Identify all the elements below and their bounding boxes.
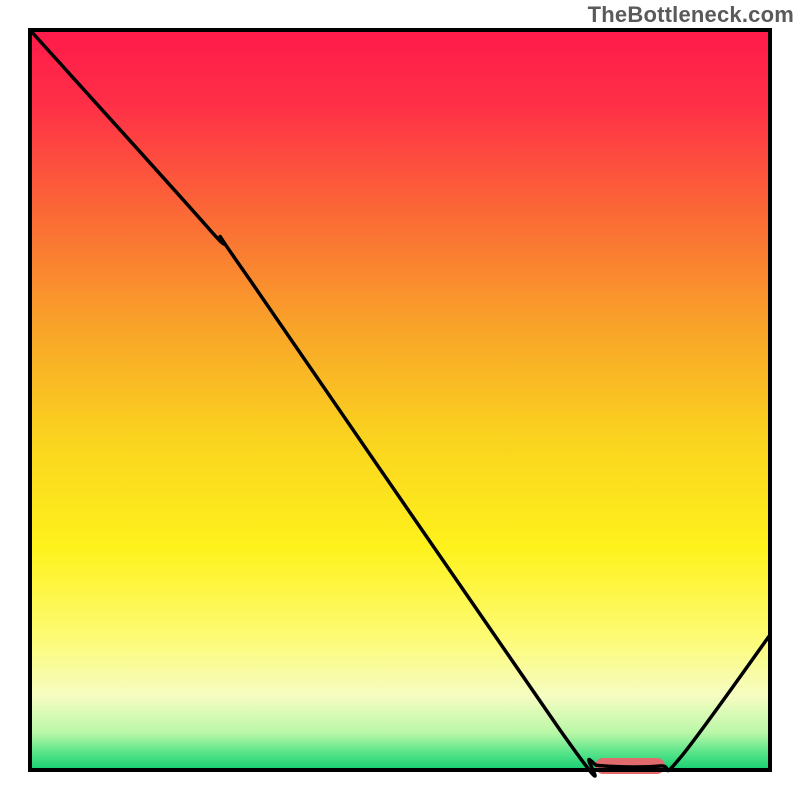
gradient-background	[30, 30, 770, 770]
watermark-text: TheBottleneck.com	[588, 2, 794, 28]
chart-container: TheBottleneck.com	[0, 0, 800, 800]
bottleneck-chart	[0, 0, 800, 800]
